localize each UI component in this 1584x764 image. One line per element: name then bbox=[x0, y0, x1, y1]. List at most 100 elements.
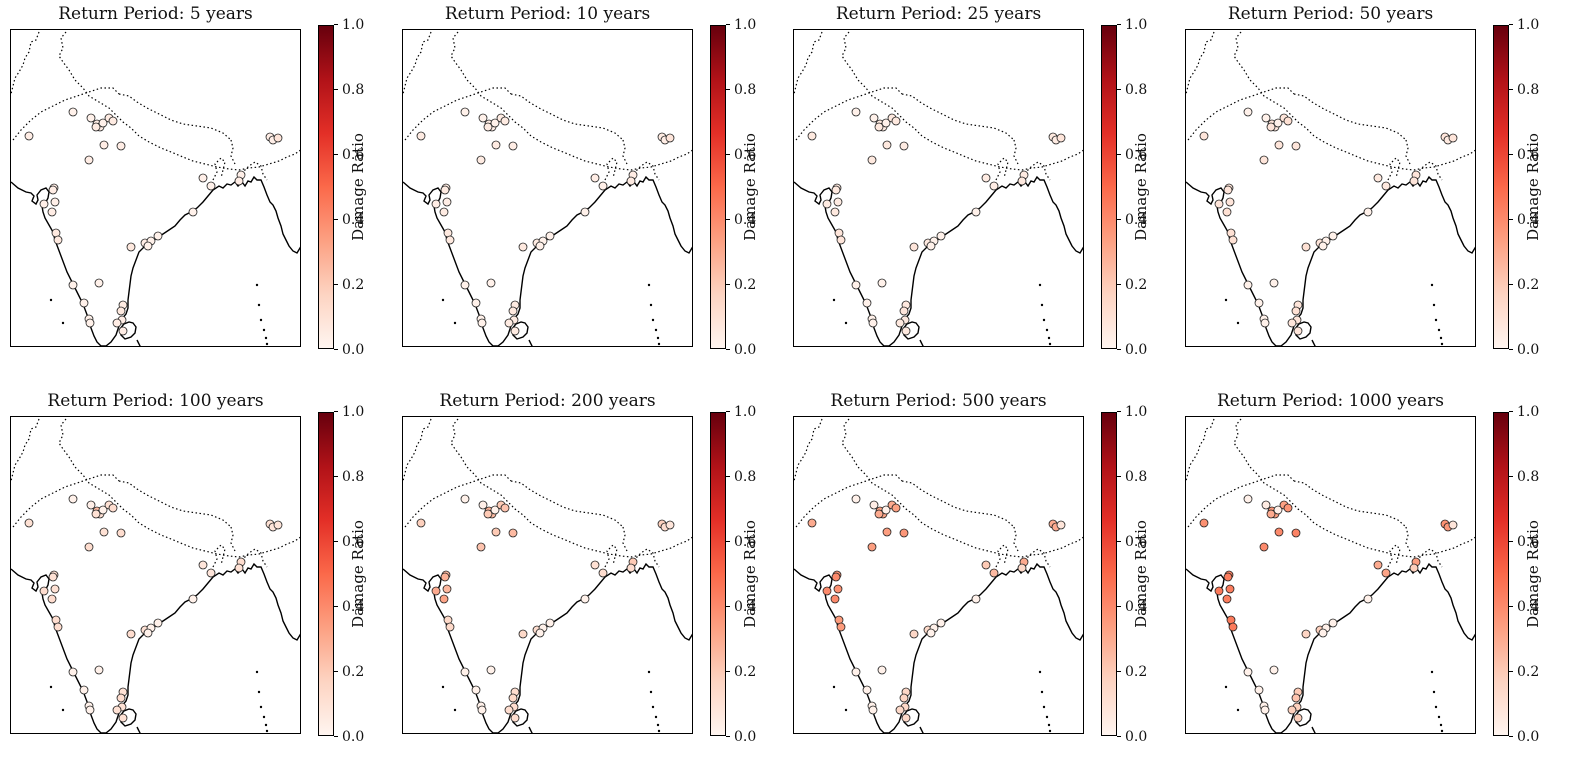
island-mark bbox=[264, 723, 268, 727]
coastline bbox=[902, 321, 920, 340]
site-marker bbox=[831, 572, 841, 582]
colorbar-tick-label: 0.4 bbox=[342, 212, 365, 228]
site-marker bbox=[1283, 116, 1293, 126]
coastline bbox=[919, 339, 924, 346]
colorbar-tick-label: 1.0 bbox=[342, 404, 365, 420]
map-svg bbox=[403, 418, 692, 733]
site-marker bbox=[1293, 713, 1303, 723]
site-marker bbox=[590, 173, 600, 183]
site-marker bbox=[807, 131, 817, 141]
site-marker bbox=[836, 622, 846, 632]
site-marker bbox=[626, 563, 636, 573]
colorbar-tick: 0.0 bbox=[1117, 730, 1147, 744]
map-frame bbox=[10, 416, 301, 734]
site-marker bbox=[99, 527, 109, 537]
site-marker bbox=[198, 173, 208, 183]
coastline bbox=[902, 708, 920, 727]
island-mark bbox=[1430, 283, 1434, 287]
site-marker bbox=[881, 505, 891, 515]
site-marker bbox=[234, 563, 244, 573]
colorbar-tick-label: 0.0 bbox=[1125, 729, 1148, 745]
site-marker bbox=[1287, 705, 1297, 715]
colorbar-tick-label: 0.2 bbox=[734, 277, 757, 293]
coastline bbox=[1311, 726, 1316, 733]
colorbar-tick-label: 1.0 bbox=[734, 404, 757, 420]
colorbar-tick: 1.0 bbox=[1117, 405, 1147, 419]
country-border bbox=[450, 418, 692, 558]
site-marker bbox=[439, 594, 449, 604]
site-marker bbox=[867, 542, 877, 552]
colorbar-tick: 0.4 bbox=[334, 600, 364, 614]
colorbar-tick: 0.2 bbox=[1117, 278, 1147, 292]
site-marker bbox=[1363, 207, 1373, 217]
colorbar-tick-label: 0.6 bbox=[734, 147, 757, 163]
country-border bbox=[12, 87, 120, 141]
coastline bbox=[1311, 339, 1316, 346]
island-mark bbox=[1437, 328, 1441, 332]
site-marker bbox=[273, 520, 283, 530]
colorbar bbox=[318, 412, 334, 736]
site-marker bbox=[116, 141, 126, 151]
site-marker bbox=[874, 122, 884, 132]
island-mark bbox=[1038, 670, 1042, 674]
colorbar-tick-label: 0.4 bbox=[1125, 599, 1148, 615]
site-marker bbox=[118, 713, 128, 723]
site-marker bbox=[882, 527, 892, 537]
colorbar-tick: 0.2 bbox=[334, 278, 364, 292]
country-border bbox=[628, 548, 660, 568]
colorbar-tick-label: 0.0 bbox=[1517, 729, 1540, 745]
site-marker bbox=[518, 629, 528, 639]
site-marker bbox=[874, 509, 884, 519]
site-marker bbox=[971, 594, 981, 604]
country-border bbox=[1293, 93, 1407, 141]
map-frame bbox=[793, 416, 1084, 734]
colorbar-tick: 0.4 bbox=[1509, 213, 1539, 227]
map-panel: Return Period: 10 years 0.0 0.2 0.4 0.6 0.8 1.… bbox=[392, 0, 772, 360]
colorbar-tick-label: 0.4 bbox=[1517, 212, 1540, 228]
site-marker bbox=[1293, 326, 1303, 336]
site-marker bbox=[895, 318, 905, 328]
coastline bbox=[794, 175, 1083, 346]
country-border bbox=[1405, 139, 1411, 165]
site-marker bbox=[807, 518, 817, 528]
site-marker bbox=[535, 628, 545, 638]
site-marker bbox=[1243, 280, 1253, 290]
map-frame bbox=[10, 29, 301, 347]
site-marker bbox=[68, 280, 78, 290]
colorbar-label: Damage Ratio bbox=[1132, 520, 1150, 628]
map-svg bbox=[1186, 31, 1475, 346]
site-marker bbox=[868, 705, 878, 715]
site-marker bbox=[1448, 133, 1458, 143]
map-panel: Return Period: 1000 years 0.0 0.2 0.4 0.6 0.8… bbox=[1175, 387, 1555, 747]
country-border bbox=[58, 418, 300, 558]
country-border bbox=[995, 157, 1009, 181]
site-marker bbox=[867, 155, 877, 165]
site-marker bbox=[1199, 518, 1209, 528]
site-marker bbox=[445, 235, 455, 245]
site-marker bbox=[108, 503, 118, 513]
island-mark bbox=[1437, 715, 1441, 719]
country-border bbox=[11, 418, 40, 482]
site-marker bbox=[39, 586, 49, 596]
colorbar-tick-label: 0.8 bbox=[734, 469, 757, 485]
country-border bbox=[12, 474, 120, 528]
colorbar-tick: 0.2 bbox=[1117, 665, 1147, 679]
colorbar-tick-label: 1.0 bbox=[342, 17, 365, 33]
coastline bbox=[1186, 562, 1475, 733]
map-frame bbox=[402, 29, 693, 347]
island-mark bbox=[1040, 690, 1044, 694]
island-mark bbox=[265, 342, 269, 346]
site-marker bbox=[862, 298, 872, 308]
island-mark bbox=[651, 705, 655, 709]
site-marker bbox=[989, 181, 999, 191]
site-marker bbox=[439, 207, 449, 217]
colorbar-tick: 0.2 bbox=[726, 665, 756, 679]
site-marker bbox=[79, 685, 89, 695]
colorbar-tick-label: 1.0 bbox=[1125, 17, 1148, 33]
site-marker bbox=[504, 705, 514, 715]
site-marker bbox=[1266, 122, 1276, 132]
site-marker bbox=[899, 528, 909, 538]
site-marker bbox=[1214, 199, 1224, 209]
island-mark bbox=[1434, 705, 1438, 709]
colorbar-label: Damage Ratio bbox=[349, 520, 367, 628]
